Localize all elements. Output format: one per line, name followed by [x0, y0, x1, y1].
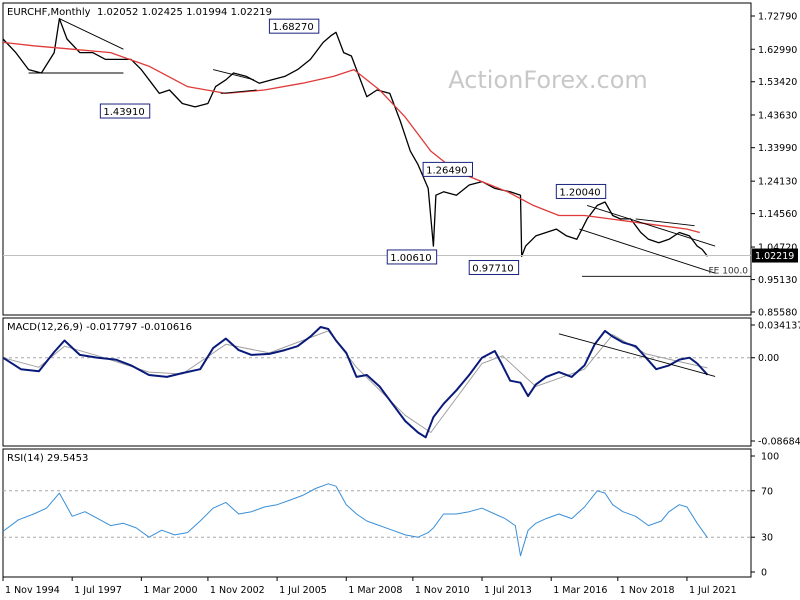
- x-tick-label: 1 Nov 1994: [5, 585, 60, 596]
- rsi-lines: [2, 483, 708, 557]
- price-annotations: 1.68270 1.43910 1.26490 1.00610 0.97710 1.200…: [99, 18, 749, 276]
- price-annotation-label: 1.20040: [559, 187, 600, 198]
- price-annotation-label: 1.43910: [103, 107, 144, 118]
- rsi-tick-label: 0: [761, 568, 767, 579]
- x-tick-label: 1 Mar 2000: [143, 585, 197, 596]
- rsi-series-line: [2, 483, 708, 557]
- macd-axis: 0.034137 0.00 -0.086849: [3, 321, 800, 448]
- x-tick-label: 1 Mar 2016: [553, 585, 607, 596]
- x-tick-label: 1 Jul 2021: [689, 585, 737, 596]
- trend-line: [579, 228, 716, 274]
- price-annotation-box: [555, 183, 607, 199]
- rsi-panel-frame: [2, 448, 752, 578]
- rsi-axis: 100 70 30 0: [3, 452, 779, 579]
- price-annotation-box: [422, 161, 474, 177]
- macd-tick-label: 0.00: [758, 353, 779, 364]
- price-series-line: [2, 18, 709, 257]
- price-annotation-label: 0.97710: [472, 263, 513, 274]
- trend-line: [220, 89, 257, 94]
- x-tick-label: 1 Nov 2010: [415, 585, 470, 596]
- price-annotation-label: 1.00610: [390, 253, 431, 264]
- rsi-title: RSI(14) 29.5453: [7, 453, 88, 464]
- trend-line: [586, 204, 716, 247]
- price-panel-frame: [2, 2, 752, 316]
- price-annotation-box: [468, 259, 520, 275]
- price-tick-label: 1.24130: [758, 177, 797, 188]
- price-annotation-box: [99, 103, 151, 119]
- price-annotation-box: [268, 18, 320, 34]
- macd-title: MACD(12,26,9) -0.017797 -0.010616: [7, 322, 192, 333]
- macd-lines: [2, 326, 716, 439]
- sma-series-line: [2, 41, 700, 234]
- price-tick-label: 1.43630: [758, 110, 797, 121]
- x-tick-label: 1 Jul 2013: [484, 585, 532, 596]
- ohlc-values: 1.02052 1.02425 1.01994 1.02219: [97, 7, 272, 18]
- rsi-tick-label: 30: [761, 533, 773, 544]
- price-annotation-box: [386, 249, 438, 265]
- macd-panel-frame: [2, 317, 752, 447]
- trend-line: [59, 18, 124, 50]
- price-tick-label: 1.53420: [758, 77, 797, 88]
- rsi-tick-label: 100: [761, 452, 779, 463]
- price-annotation-label: 1.26490: [426, 165, 467, 176]
- x-tick-label: 1 Jul 2005: [279, 585, 327, 596]
- macd-tick-label: 0.034137: [758, 321, 800, 332]
- price-tick-label: 1.72790: [758, 12, 797, 23]
- price-lines: 1.02219: [2, 18, 798, 277]
- price-tick-label: 1.14560: [758, 209, 797, 220]
- current-price-label: 1.02219: [755, 251, 794, 262]
- rsi-tick-label: 70: [761, 486, 773, 497]
- trend-line: [212, 69, 255, 81]
- fe-annotation-label: FE 100.0: [709, 266, 749, 276]
- x-tick-label: 1 Nov 2018: [620, 585, 675, 596]
- price-annotation-label: 1.68270: [272, 22, 313, 33]
- trend-line: [635, 218, 695, 227]
- price-tick-label: 1.62990: [758, 45, 797, 56]
- price-axis: 1.72790 1.62990 1.53420 1.43630 1.33990 1.241…: [751, 12, 797, 319]
- x-axis: 1 Nov 1994 1 Jul 1997 1 Mar 2000 1 Nov 2002…: [2, 577, 737, 596]
- current-price-badge: [752, 248, 798, 263]
- symbol-title: EURCHF,Monthly: [7, 7, 91, 18]
- macd-main-line: [2, 326, 709, 439]
- watermark: ActionForex.com: [448, 66, 648, 94]
- macd-trend-line: [558, 333, 716, 377]
- price-tick-label: 1.33990: [758, 143, 797, 154]
- x-tick-label: 1 Nov 2002: [210, 585, 265, 596]
- price-tick-label: 1.04720: [758, 243, 797, 254]
- x-tick-label: 1 Mar 2008: [348, 585, 402, 596]
- x-tick-label: 1 Jul 1997: [74, 585, 122, 596]
- macd-tick-label: -0.086849: [758, 437, 800, 448]
- price-tick-label: 0.95130: [758, 275, 797, 286]
- price-tick-label: 0.85580: [758, 308, 797, 319]
